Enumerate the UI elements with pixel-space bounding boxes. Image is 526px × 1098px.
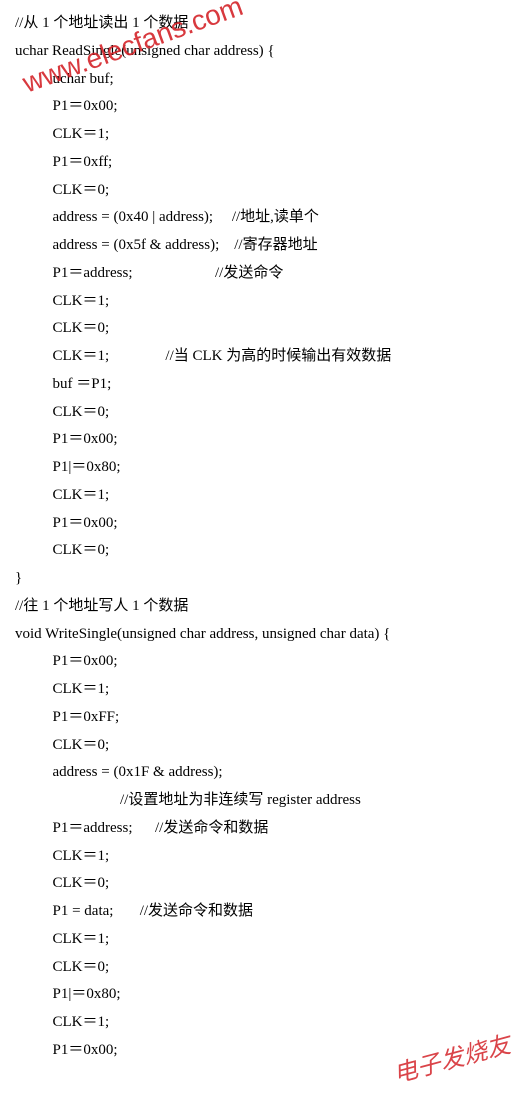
code-line: CLK＝0; [15,315,511,343]
code-line: CLK＝0; [15,177,511,205]
code-line: uchar ReadSingle(unsigned char address) … [15,38,511,66]
code-line: //从 1 个地址读出 1 个数据 [15,10,511,38]
code-line: P1＝address; //发送命令 [15,260,511,288]
code-block: //从 1 个地址读出 1 个数据uchar ReadSingle(unsign… [15,10,511,1065]
code-line: //设置地址为非连续写 register address [15,787,511,815]
code-line: P1＝address; //发送命令和数据 [15,815,511,843]
code-line: P1＝0x00; [15,648,511,676]
code-line: P1＝0xff; [15,149,511,177]
code-line: P1＝0x00; [15,93,511,121]
code-line: buf ＝P1; [15,371,511,399]
code-line: address = (0x1F & address); [15,759,511,787]
code-line: CLK＝1; [15,288,511,316]
code-line: CLK＝0; [15,399,511,427]
code-line: CLK＝1; [15,843,511,871]
code-line: CLK＝0; [15,732,511,760]
code-line: CLK＝1; [15,676,511,704]
code-line: CLK＝0; [15,954,511,982]
code-line: CLK＝1; [15,482,511,510]
code-line: P1＝0x00; [15,426,511,454]
code-line: P1＝0x00; [15,510,511,538]
code-line: P1|＝0x80; [15,454,511,482]
code-line: P1＝0x00; [15,1037,511,1065]
code-line: CLK＝0; [15,537,511,565]
code-line: CLK＝1; [15,1009,511,1037]
code-line: } [15,565,511,593]
code-line: P1＝0xFF; [15,704,511,732]
code-line: address = (0x40 | address); //地址,读单个 [15,204,511,232]
code-line: void WriteSingle(unsigned char address, … [15,621,511,649]
code-line: CLK＝0; [15,870,511,898]
code-line: CLK＝1; [15,926,511,954]
code-line: CLK＝1; //当 CLK 为高的时候输出有效数据 [15,343,511,371]
code-line: uchar buf; [15,66,511,94]
code-line: address = (0x5f & address); //寄存器地址 [15,232,511,260]
code-line: P1 = data; //发送命令和数据 [15,898,511,926]
code-line: CLK＝1; [15,121,511,149]
code-line: //往 1 个地址写人 1 个数据 [15,593,511,621]
code-line: P1|＝0x80; [15,981,511,1009]
